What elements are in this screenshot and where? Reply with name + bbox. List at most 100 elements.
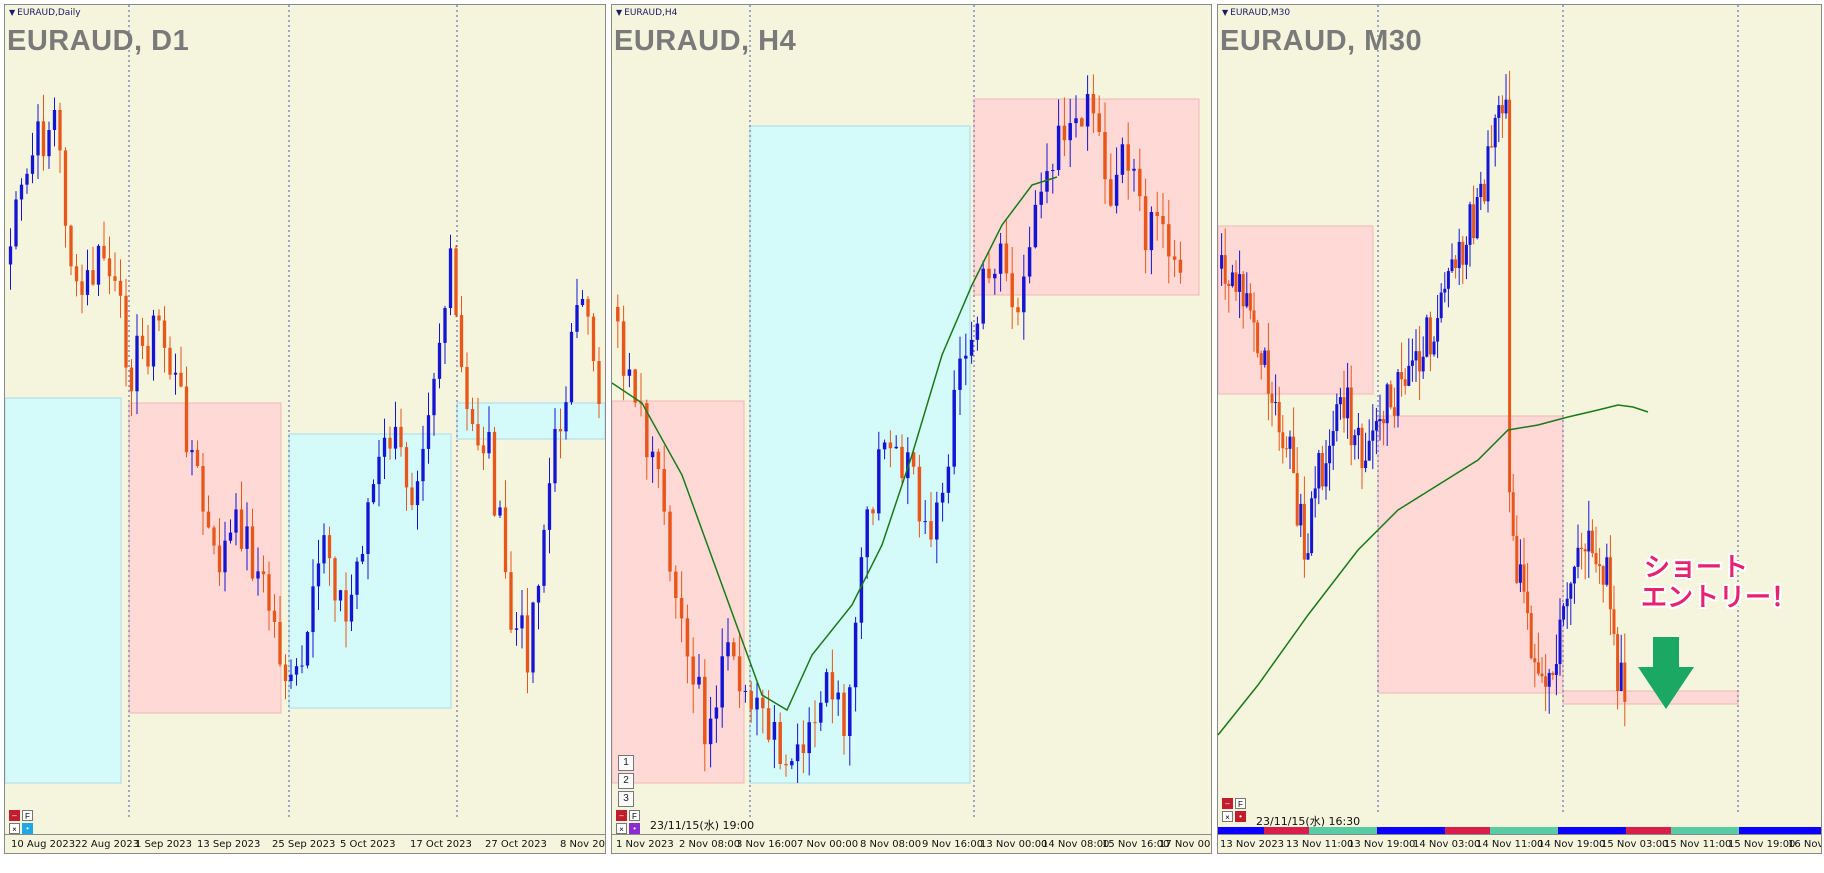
candle-body (1533, 658, 1537, 663)
color-button[interactable]: • (629, 823, 640, 834)
candle-body (1223, 255, 1227, 284)
candle-body (443, 308, 447, 343)
candle-body (190, 449, 194, 453)
candle-body (1403, 379, 1407, 386)
candle-body (1080, 118, 1084, 127)
candle-body (1454, 259, 1458, 269)
candle-body (1446, 271, 1450, 289)
fix-button[interactable]: F (22, 810, 33, 821)
candle-body (1016, 307, 1020, 313)
candle-body (674, 571, 678, 599)
number-button-1[interactable]: 1 (618, 755, 634, 771)
candle-body (1511, 492, 1515, 536)
time-axis-label: 13 Nov 11:00 (1286, 839, 1354, 850)
close-button[interactable]: × (9, 823, 20, 834)
candle-body (1126, 144, 1130, 171)
time-axis-label: 15 Nov 03:00 (1601, 839, 1669, 850)
fix-button[interactable]: F (629, 810, 640, 821)
candle-body (1074, 118, 1078, 124)
color-button[interactable]: • (22, 823, 33, 834)
resistance-zone (128, 402, 282, 714)
resistance-zone (1562, 690, 1739, 705)
candle-body (19, 184, 24, 200)
candle-body (1623, 662, 1627, 702)
candle-body (1547, 672, 1551, 687)
candle-body (421, 448, 425, 482)
price-chart-h4[interactable] (612, 5, 1211, 835)
price-chart-d1[interactable] (5, 5, 605, 835)
candle-body (1132, 168, 1136, 171)
candle-body (1109, 179, 1113, 206)
time-axis: 10 Aug 2023 22 Aug 2023 1 Sep 2023 13 Sep 2… (5, 834, 605, 853)
candle-body (842, 692, 846, 736)
number-button-2[interactable]: 2 (618, 773, 634, 789)
dropdown-triangle-icon[interactable]: ▼ (9, 8, 16, 17)
candle-body (668, 511, 672, 572)
chart-panel-d1[interactable]: ▼ EURAUD,Daily EURAUD, D1 – F × • 10 Aug … (4, 4, 606, 854)
candle-body (1103, 132, 1107, 180)
candle-body (801, 744, 806, 754)
candle-body (206, 511, 211, 528)
candle-body (685, 618, 690, 657)
candle-body (250, 526, 255, 579)
candle-body (819, 702, 823, 723)
time-axis-label: 14 Nov 08:00 (1042, 839, 1110, 850)
candle-body (470, 409, 475, 425)
candle-body (184, 386, 189, 453)
time-axis-label: 9 Nov 16:00 (922, 839, 984, 850)
dropdown-triangle-icon[interactable]: ▼ (616, 8, 623, 17)
candle-body (1338, 397, 1342, 405)
chart-panel-h4[interactable]: ▼ EURAUD,H4 EURAUD, H4 1 2 3 – F × • 23/1… (611, 4, 1212, 854)
candle-body (1612, 609, 1616, 635)
candle-body (1277, 402, 1281, 433)
candle-body (1457, 241, 1461, 269)
candle-body (355, 561, 359, 595)
candle-body (772, 721, 777, 740)
time-axis-label: 22 Aug 2023 (75, 839, 140, 850)
candle-body (448, 248, 453, 309)
candle-body (305, 632, 310, 666)
candle-body (761, 697, 765, 709)
candle-body (987, 268, 991, 279)
candle-body (1317, 453, 1321, 489)
candle-body (1605, 557, 1609, 585)
candle-body (558, 429, 563, 432)
candle-body (836, 692, 840, 700)
time-axis-label: 13 Nov 19:00 (1348, 839, 1416, 850)
candle-body (344, 590, 348, 622)
number-button-3[interactable]: 3 (618, 791, 634, 807)
fix-button[interactable]: F (1235, 798, 1246, 809)
candle-body (575, 305, 579, 332)
candle-body (1562, 606, 1566, 620)
minimize-button[interactable]: – (9, 810, 20, 821)
candle-body (650, 451, 655, 458)
candle-body (871, 509, 875, 514)
time-axis-label: 25 Sep 2023 (272, 839, 336, 850)
candle-body (503, 507, 508, 573)
candle-body (1382, 419, 1386, 424)
candle-body (47, 130, 51, 157)
candle-body (1342, 397, 1346, 419)
dropdown-triangle-icon[interactable]: ▼ (1222, 8, 1229, 17)
candle-body (1056, 125, 1061, 171)
candle-body (714, 707, 719, 719)
candle-body (865, 509, 869, 558)
price-chart-m30[interactable] (1218, 5, 1821, 815)
close-button[interactable]: × (1222, 811, 1233, 822)
candle-body (228, 532, 233, 541)
minimize-button[interactable]: – (616, 810, 627, 821)
candle-body (1526, 591, 1530, 614)
candle-body (1436, 318, 1440, 342)
candle-body (1479, 183, 1483, 198)
candle-body (1367, 440, 1371, 461)
minimize-button[interactable]: – (1222, 798, 1233, 809)
time-axis-label: 14 Nov 19:00 (1538, 839, 1606, 850)
close-button[interactable]: × (616, 823, 627, 834)
time-axis-label: 1 Sep 2023 (135, 839, 193, 850)
chart-panel-m30[interactable]: ▼ EURAUD,M30 EURAUD, M30 – F × • 23/11/15… (1217, 4, 1822, 854)
candle-body (859, 557, 864, 623)
time-axis-label: 14 Nov 11:00 (1476, 839, 1544, 850)
color-button[interactable]: • (1235, 811, 1246, 822)
candle-body (283, 664, 288, 682)
symbol-label: ▼ EURAUD,Daily (9, 8, 81, 18)
